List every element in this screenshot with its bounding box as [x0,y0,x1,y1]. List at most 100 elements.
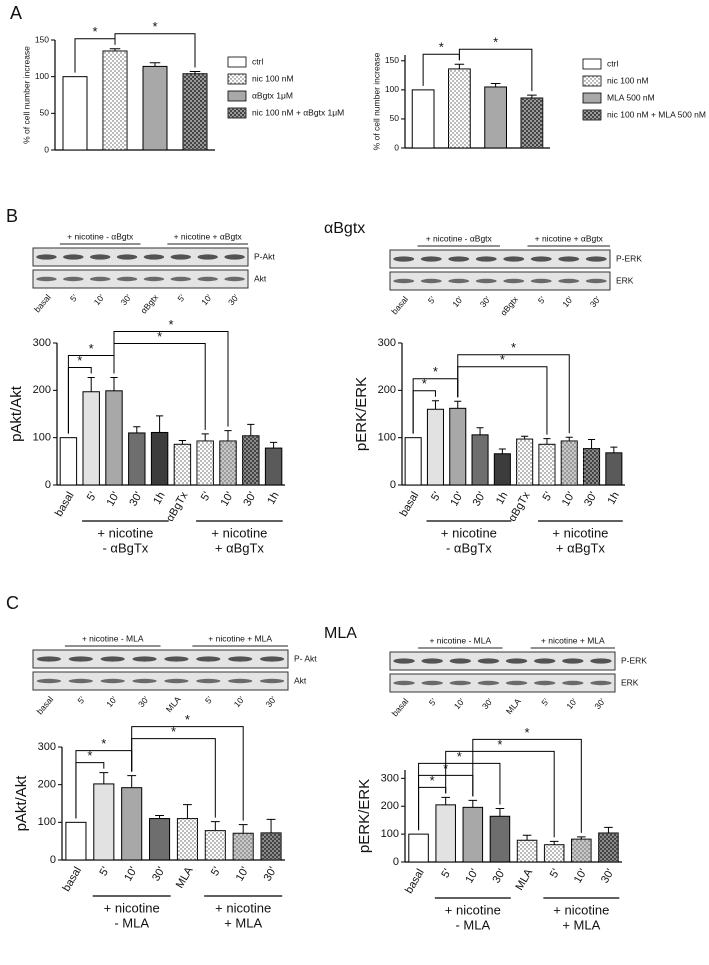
blot-band [89,276,111,282]
significance-bracket [445,750,555,838]
significance-bracket [457,354,570,434]
x-tick-label: 10' [219,490,237,508]
blot-group-label: + nicotine - αBgtx [426,233,493,243]
blot-band [530,256,552,262]
legend-swatch [582,92,602,104]
blot-band [259,656,285,662]
legend-swatch-texture [583,110,601,120]
bar [93,783,115,861]
blot-band [421,680,443,686]
x-tick-label: 10' [572,867,590,885]
blot-band [503,256,525,262]
blot-band [530,278,552,284]
y-axis-label: pERK/ERK [356,779,373,853]
y-axis-label: % of cell number increase [371,52,381,150]
bar-texture [517,840,537,862]
legend-swatch [227,56,247,68]
blot-band [393,680,415,686]
significance-bracket [458,48,533,92]
x-tick-label: 10' [560,490,578,508]
x-tick-label: 1h [151,490,168,507]
y-tick-label: 50 [40,108,50,118]
blot-band [68,656,93,662]
significance-label: * [171,724,176,739]
section-title: MLA [324,625,357,642]
blot-band [534,658,556,664]
bar-texture [516,439,533,485]
error-bar [549,840,559,845]
error-bar [565,436,573,441]
blot-band [143,254,165,260]
blot-group-label: + nicotine - αBgtx [67,231,134,241]
blot-lane-label: 10' [450,294,465,309]
blot-lane-label: 5' [536,294,548,306]
blot-lane-label: basal [34,694,55,716]
error-bar [588,439,596,449]
y-tick-label: 150 [35,34,49,44]
group-label: + MLA [562,917,600,932]
x-tick-label: 1h [494,490,511,507]
significance-label: * [168,317,173,332]
bar [121,787,143,861]
y-tick-label: 200 [378,384,396,396]
blot-band [68,678,93,684]
blot-band [164,678,189,684]
bar-texture [177,818,198,860]
significance-label: * [430,773,435,788]
blot-band [36,678,62,684]
error-bar [498,448,506,454]
y-tick-label: 100 [33,432,51,444]
x-tick-label: basal [61,865,85,894]
blot-band [420,256,442,262]
bar [59,437,78,486]
blot-band [196,678,221,684]
significance-label: * [500,352,505,367]
bar-texture [233,833,254,860]
y-tick-label: 300 [378,337,396,349]
blot-band [534,680,556,686]
blot-band [590,658,612,664]
y-axis-label: pERK/ERK [353,377,370,451]
blot-strip [32,269,249,289]
y-tick-label: 0 [45,479,51,491]
blot-band [590,680,612,686]
bar [493,453,511,486]
significance-bracket [472,738,582,833]
x-tick-label: MLA [513,866,535,892]
bar [264,447,283,486]
group-label: + nicotine [97,525,153,540]
blot-band [393,658,415,664]
blot-lane-label: 10' [232,694,247,709]
blot-group-label: + nicotine + MLA [208,633,272,643]
blot-band [36,276,57,282]
significance-label: * [439,40,444,55]
error-bar [577,836,586,840]
blot-band [448,256,470,262]
x-tick-label: 5' [199,490,214,503]
blot-lane-label: 10' [452,696,467,711]
x-tick-label: basal [398,490,422,519]
blot-band [224,254,245,260]
error-bar [155,415,164,433]
error-bar [224,430,232,441]
group-label: + nicotine [441,525,497,540]
significance-label: * [87,748,92,763]
bar-texture [174,444,191,485]
blot-lane-label: basal [390,696,411,718]
bar [426,408,444,486]
blot-band [393,278,415,284]
group-label: + nicotine [104,900,160,915]
group-label: - MLA [455,917,490,932]
blot-group-label: + nicotine + αBgtx [535,233,604,243]
blot-band [63,276,84,282]
legend-swatch [582,58,602,70]
blot-band [116,254,138,260]
bar-texture [561,440,578,485]
bar-texture [196,440,214,485]
bar-texture [538,444,555,485]
blot-group-label: + nicotine - MLA [82,633,144,643]
blot-band [36,254,57,260]
y-tick-label: 0 [390,479,396,491]
bar [484,86,507,149]
